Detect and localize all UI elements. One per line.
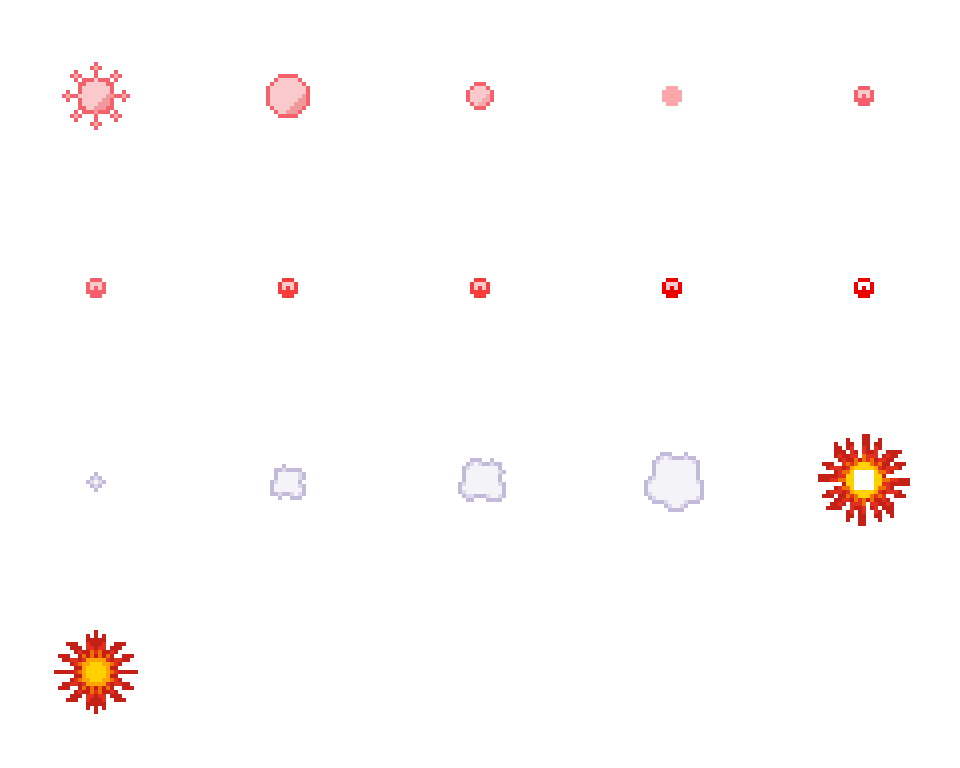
smoke-puff-1	[86, 472, 106, 492]
spark-4-cell	[662, 278, 682, 298]
burst-sun-large-cell	[58, 58, 134, 134]
smoke-puff-4	[640, 448, 708, 516]
orb-small-pale	[662, 86, 682, 106]
orb-medium	[466, 82, 494, 110]
orb-large-cell	[266, 74, 310, 118]
spark-1-cell	[86, 278, 106, 298]
explosion-burst-fade-cell	[54, 630, 138, 714]
smoke-puff-2-cell	[266, 460, 310, 504]
spark-3-cell	[470, 278, 490, 298]
spark-2	[278, 278, 298, 298]
orb-tiny-pink-cell	[854, 86, 874, 106]
smoke-puff-3	[454, 454, 510, 510]
orb-small-pale-cell	[662, 86, 682, 106]
explosion-burst-fade	[54, 630, 138, 714]
explosion-burst-bright	[818, 434, 910, 526]
explosion-burst-bright-cell	[818, 434, 910, 526]
spark-3	[470, 278, 490, 298]
orb-large	[266, 74, 310, 118]
orb-tiny-pink	[854, 86, 874, 106]
burst-sun-large	[58, 58, 134, 134]
smoke-puff-4-cell	[640, 448, 708, 516]
spark-5-cell	[854, 278, 874, 298]
smoke-puff-1-cell	[86, 472, 106, 492]
smoke-puff-3-cell	[454, 454, 510, 510]
orb-medium-cell	[466, 82, 494, 110]
spark-2-cell	[278, 278, 298, 298]
spark-5	[854, 278, 874, 298]
spark-1	[86, 278, 106, 298]
spark-4	[662, 278, 682, 298]
smoke-puff-2	[266, 460, 310, 504]
